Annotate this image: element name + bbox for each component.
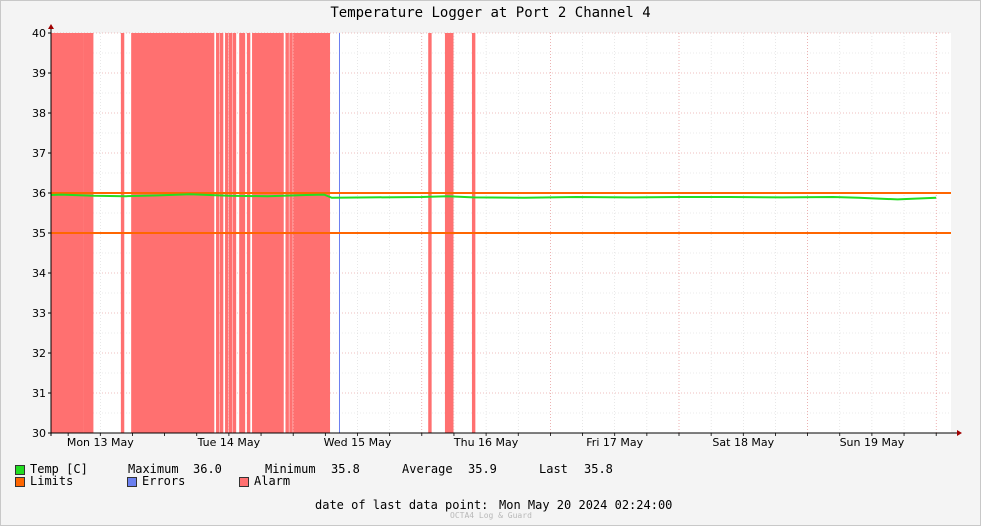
legend-label-temp: Temp [C] — [30, 462, 88, 476]
legend-label-errors: Errors — [142, 474, 186, 488]
x-tick-label: Wed 15 May — [324, 436, 392, 449]
x-tick-label: Sat 18 May — [712, 436, 774, 449]
y-tick-label: 40 — [32, 27, 46, 40]
stat-avg-value: 35.9 — [468, 462, 497, 476]
legend-swatch-errors — [127, 477, 137, 487]
stat-max-label: Maximum — [128, 462, 179, 476]
y-tick-label: 33 — [32, 307, 46, 320]
y-tick-label: 36 — [32, 187, 46, 200]
stat-last-label: Last — [539, 462, 568, 476]
stat-min-value: 35.8 — [331, 462, 360, 476]
last-data-point-label: date of last data point: — [315, 498, 489, 512]
x-tick-label: Thu 16 May — [453, 436, 519, 449]
legend-swatch-limits — [15, 477, 25, 487]
y-tick-label: 35 — [32, 227, 46, 240]
chart-title: Temperature Logger at Port 2 Channel 4 — [330, 5, 651, 21]
legend-swatch-alarm — [239, 477, 249, 487]
y-tick-label: 32 — [32, 347, 46, 360]
stat-avg-label: Average — [402, 462, 453, 476]
x-tick-label: Fri 17 May — [586, 436, 643, 449]
y-tick-label: 30 — [32, 427, 46, 440]
x-tick-label: Tue 14 May — [197, 436, 261, 449]
y-tick-label: 39 — [32, 67, 46, 80]
credit-text: OCTA4 Log & Guard — [450, 511, 532, 520]
y-tick-label: 31 — [32, 387, 46, 400]
stat-min-label: Minimum — [265, 462, 316, 476]
y-tick-label: 37 — [32, 147, 46, 160]
y-axis-arrow — [48, 24, 54, 29]
legend-swatch-temp — [15, 465, 25, 475]
legend-label-alarm: Alarm — [254, 474, 291, 488]
stat-max-value: 36.0 — [193, 462, 222, 476]
y-tick-label: 38 — [32, 107, 46, 120]
legend-label-limits: Limits — [30, 474, 74, 488]
last-data-point-value: Mon May 20 2024 02:24:00 — [499, 498, 673, 512]
x-tick-label: Mon 13 May — [67, 436, 134, 449]
x-axis-arrow — [957, 430, 962, 436]
y-tick-label: 34 — [32, 267, 46, 280]
temp-series-line — [50, 193, 937, 201]
stat-last-value: 35.8 — [584, 462, 613, 476]
x-tick-label: Sun 19 May — [840, 436, 905, 449]
